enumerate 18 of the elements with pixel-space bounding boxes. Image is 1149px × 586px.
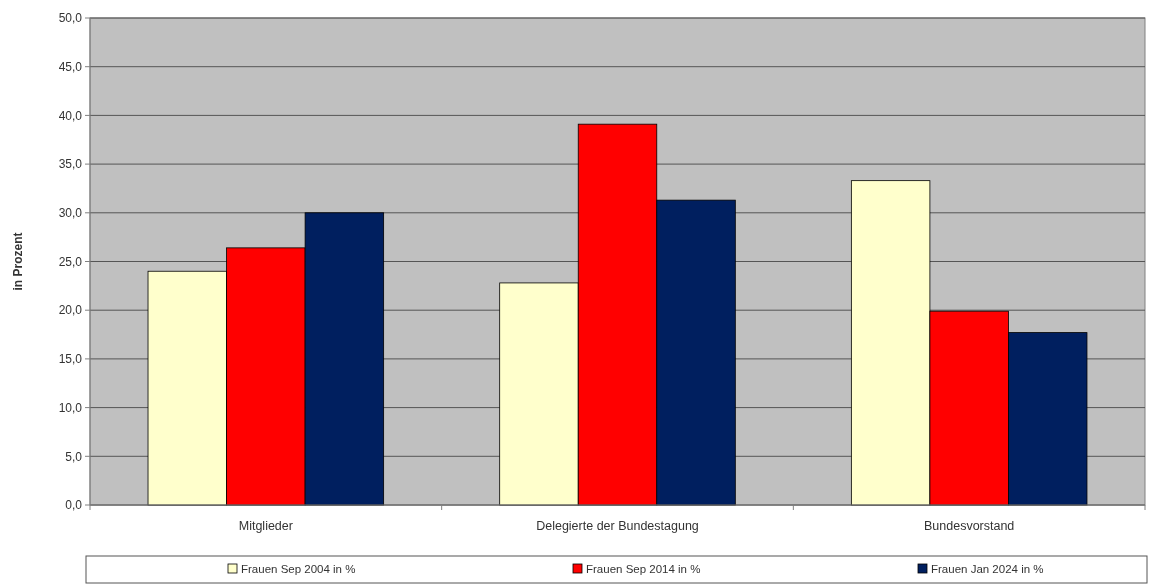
x-tick-label: Mitglieder — [238, 519, 293, 533]
y-tick-label: 40,0 — [58, 108, 83, 123]
x-tick-label: Delegierte der Bundestagung — [536, 519, 699, 533]
y-tick-label: 35,0 — [58, 157, 83, 172]
y-axis-title: in Prozent — [11, 232, 25, 291]
legend-label: Frauen Sep 2004 in % — [241, 563, 356, 576]
y-tick-label: 20,0 — [58, 303, 83, 318]
legend-label: Frauen Sep 2014 in % — [586, 563, 701, 576]
y-tick-label: 45,0 — [58, 59, 83, 74]
y-tick-label: 5,0 — [65, 449, 83, 464]
y-tick-label: 15,0 — [58, 352, 83, 367]
y-tick-label: 30,0 — [58, 206, 83, 220]
y-tick-label: 25,0 — [58, 254, 83, 269]
legend-label: Frauen Jan 2024 in % — [931, 563, 1044, 576]
x-tick-label: Bundesvorstand — [923, 519, 1015, 533]
y-tick-label: 10,0 — [58, 400, 83, 415]
y-tick-label: 50,0 — [58, 11, 83, 26]
y-tick-label: 0,0 — [65, 498, 83, 513]
